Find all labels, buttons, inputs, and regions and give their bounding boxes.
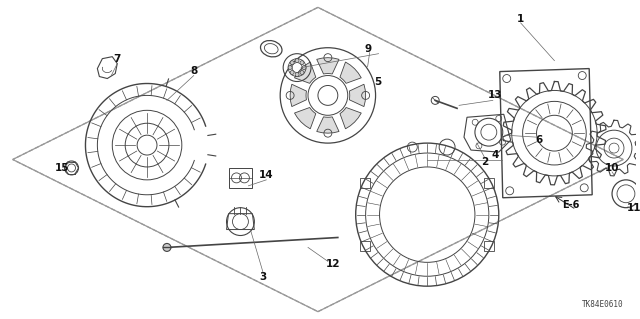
Text: 13: 13 (488, 90, 502, 100)
Circle shape (295, 59, 299, 63)
Polygon shape (340, 62, 361, 83)
Text: 12: 12 (326, 259, 340, 269)
Circle shape (290, 70, 294, 75)
Text: 7: 7 (113, 54, 121, 64)
Circle shape (300, 70, 304, 75)
Text: 9: 9 (364, 44, 371, 54)
Circle shape (302, 66, 306, 70)
Text: 6: 6 (535, 135, 542, 145)
Text: 2: 2 (481, 157, 488, 167)
Polygon shape (317, 117, 339, 133)
Circle shape (290, 61, 294, 65)
Text: 10: 10 (605, 163, 620, 173)
Polygon shape (294, 108, 316, 129)
Text: 4: 4 (491, 150, 499, 160)
Polygon shape (294, 62, 316, 83)
Polygon shape (290, 84, 307, 107)
Text: 5: 5 (374, 78, 381, 87)
Text: 1: 1 (517, 14, 524, 24)
Text: 14: 14 (259, 170, 273, 180)
Text: TK84E0610: TK84E0610 (582, 300, 624, 309)
Circle shape (288, 66, 292, 70)
Text: 11: 11 (627, 203, 640, 213)
Text: 8: 8 (190, 66, 197, 76)
Text: 15: 15 (54, 163, 69, 173)
Text: 3: 3 (260, 272, 267, 282)
Text: E-6: E-6 (563, 200, 580, 210)
Circle shape (295, 72, 299, 77)
Polygon shape (317, 58, 339, 74)
Polygon shape (349, 84, 365, 107)
Circle shape (300, 61, 304, 65)
Polygon shape (340, 108, 361, 129)
Circle shape (163, 243, 171, 251)
